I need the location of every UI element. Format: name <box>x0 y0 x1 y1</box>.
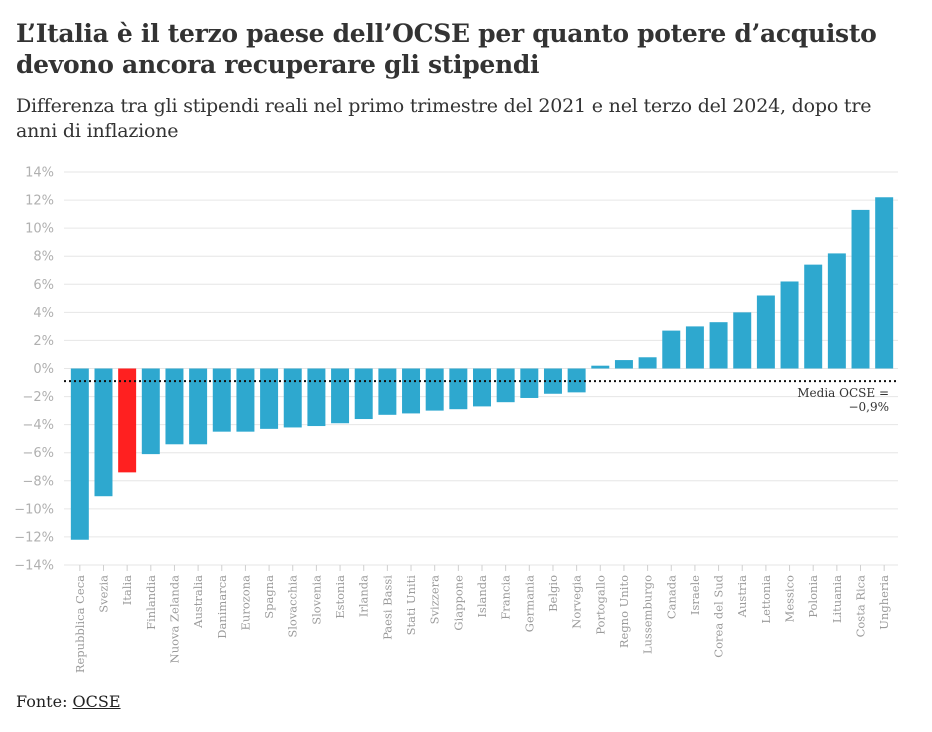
bar <box>733 312 752 369</box>
x-tick-label: Paesi Bassi <box>380 575 394 640</box>
bar <box>875 197 894 369</box>
x-tick-label: Belgio <box>546 575 560 612</box>
y-tick-label: 6% <box>33 278 54 293</box>
y-tick-label: −4% <box>22 418 54 433</box>
bar <box>94 368 113 497</box>
grid-layer <box>64 171 898 566</box>
y-tick-label: −14% <box>14 559 54 574</box>
source-link[interactable]: OCSE <box>72 692 121 711</box>
y-tick-label: 12% <box>25 194 54 209</box>
bar <box>591 365 610 369</box>
x-tick-label: Portogallo <box>593 575 607 635</box>
x-tick-label: Polonia <box>806 575 820 618</box>
x-tick-label: Lettonia <box>759 575 773 624</box>
bar <box>402 368 421 414</box>
x-tick-label: Svizzera <box>428 575 442 624</box>
x-tick-label: Slovenia <box>309 575 323 625</box>
bar <box>425 368 444 411</box>
y-tick-label: −10% <box>14 502 54 517</box>
x-tick-label: Giappone <box>451 575 465 631</box>
x-tick-label: Ungheria <box>877 575 891 630</box>
x-tick-label: Regno Unito <box>617 575 631 648</box>
x-tick-label: Estonia <box>333 575 347 619</box>
x-tick-label: Francia <box>499 575 513 620</box>
x-tick-label: Repubblica Ceca <box>73 575 87 673</box>
bar <box>662 330 681 369</box>
x-tick-label: Irlanda <box>357 575 371 617</box>
bar <box>827 253 846 369</box>
bar <box>780 281 799 369</box>
y-tick-label: −12% <box>14 530 54 545</box>
bar <box>354 368 373 420</box>
y-tick-label: 0% <box>33 362 54 377</box>
x-tick-label: Canada <box>664 575 678 619</box>
bar <box>709 322 728 369</box>
x-tick-label: Costa Rica <box>854 575 868 638</box>
y-tick-label: 10% <box>25 222 54 237</box>
x-tick-label: Stati Uniti <box>404 575 418 636</box>
bar <box>543 368 562 394</box>
x-tick-label: Italia <box>120 575 134 605</box>
bar <box>567 368 586 393</box>
bar <box>260 368 279 429</box>
bar <box>638 357 657 369</box>
bar <box>496 368 515 403</box>
source-note: Fonte: OCSE <box>16 692 121 711</box>
bar <box>756 295 775 369</box>
x-tick-label: Danimarca <box>215 575 229 639</box>
oecd-average-label: Media OCSE = <box>797 386 889 400</box>
x-tick-label: Messico <box>783 575 797 623</box>
bars-layer <box>70 197 894 540</box>
x-tick-label: Australia <box>191 575 205 629</box>
x-tick-label: Islanda <box>475 575 489 618</box>
bar <box>141 368 160 455</box>
bar-chart: Media OCSE = −0,9% 14% 12% 10% 8% 6% 4% 2% 0% −2… <box>14 166 898 674</box>
source-label: Fonte: <box>16 692 68 711</box>
x-tick-label: Svezia <box>96 575 110 613</box>
bar <box>449 368 468 410</box>
x-tick-label: Corea del Sud <box>712 574 726 657</box>
bar <box>614 360 633 369</box>
bar <box>473 368 491 407</box>
bar <box>307 368 326 427</box>
bar <box>520 368 539 398</box>
oecd-average-value: −0,9% <box>848 400 889 414</box>
x-tick-label: Spagna <box>262 575 276 619</box>
bar <box>70 368 89 540</box>
x-tick-label: Germania <box>522 575 536 632</box>
x-tick-label: Israele <box>688 575 702 615</box>
bar <box>378 368 397 415</box>
x-tick-label: Austria <box>735 575 749 618</box>
bar <box>165 368 184 445</box>
bar <box>331 368 350 424</box>
x-tick-label: Norvegia <box>570 575 584 629</box>
bar <box>685 326 704 369</box>
x-tick-label: Eurozona <box>238 575 252 631</box>
axis-layer: 14% 12% 10% 8% 6% 4% 2% 0% −2% −4% −6% −8% −10% −12% −… <box>14 166 891 674</box>
y-tick-label: 14% <box>25 166 54 181</box>
x-tick-label: Lussemburgo <box>641 575 655 654</box>
bar <box>283 368 302 428</box>
x-tick-label: Lituania <box>830 575 844 623</box>
bar <box>804 264 823 369</box>
y-tick-label: 2% <box>33 334 54 349</box>
bar <box>118 368 137 473</box>
y-tick-label: −6% <box>22 446 54 461</box>
reference-layer: Media OCSE = −0,9% <box>64 380 896 414</box>
y-tick-label: 8% <box>33 250 54 265</box>
x-tick-label: Finlandia <box>144 575 158 630</box>
chart-title: L’Italia è il terzo paese dell’OCSE per … <box>16 19 877 79</box>
y-tick-label: 4% <box>33 306 54 321</box>
bar <box>212 368 231 432</box>
x-tick-label: Slovacchia <box>286 575 300 638</box>
bar <box>189 368 208 445</box>
bar <box>851 209 870 369</box>
chart-subtitle: Differenza tra gli stipendi reali nel pr… <box>16 95 872 142</box>
y-tick-label: −2% <box>22 390 54 405</box>
bar <box>236 368 255 432</box>
x-tick-label: Nuova Zelanda <box>167 575 181 663</box>
y-tick-label: −8% <box>22 474 54 489</box>
